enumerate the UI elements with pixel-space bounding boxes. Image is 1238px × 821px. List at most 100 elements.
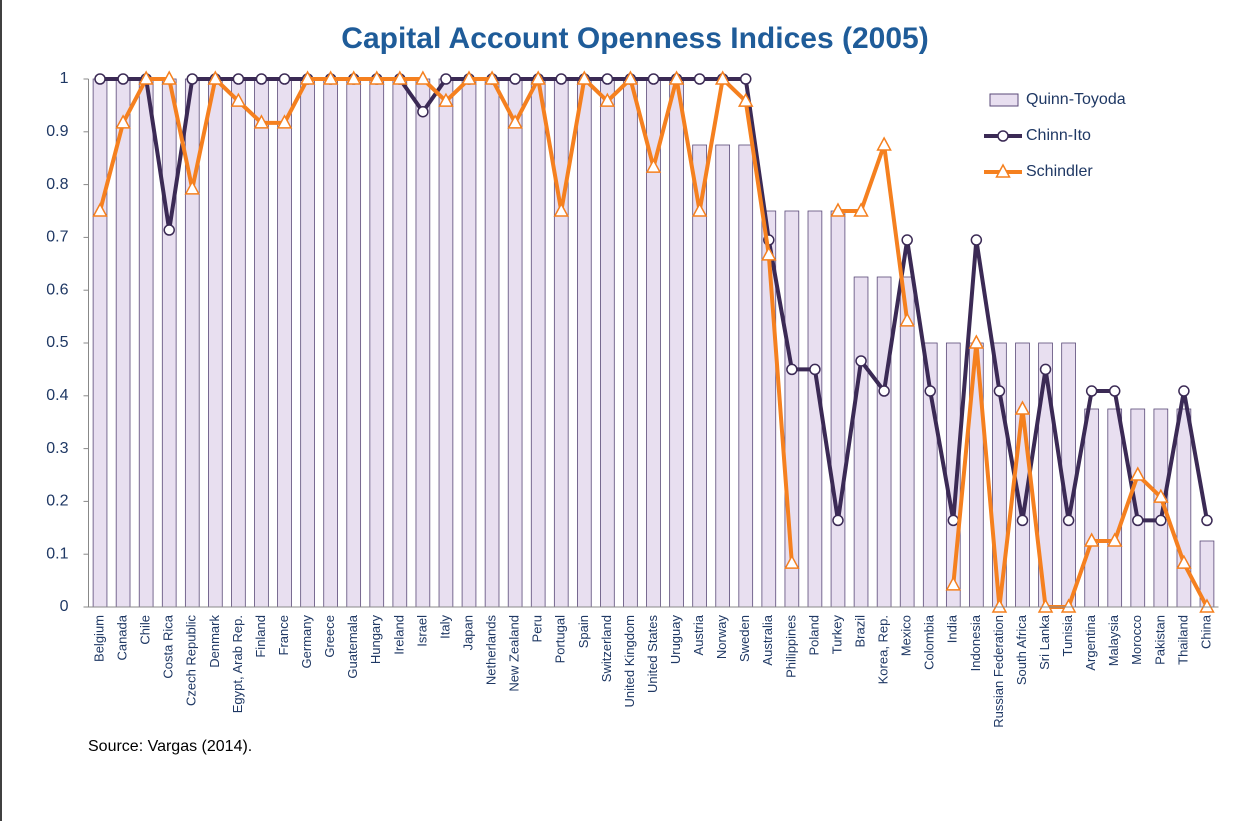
x-tick-label: Chile	[138, 615, 153, 645]
x-tick-label: Finland	[253, 615, 268, 658]
x-tick-label: Korea, Rep.	[876, 615, 891, 684]
marker	[440, 73, 452, 85]
bar	[115, 78, 131, 608]
bar	[138, 78, 154, 608]
x-tick-label: Sri Lanka	[1037, 614, 1052, 670]
bar	[1084, 408, 1099, 608]
marker	[1199, 598, 1215, 613]
y-tick-label: 0.4	[46, 387, 68, 404]
x-tick-label: Thailand	[1175, 615, 1190, 665]
bar	[277, 78, 292, 608]
marker	[1176, 554, 1192, 569]
marker	[555, 73, 568, 85]
marker	[92, 202, 108, 217]
marker	[853, 202, 869, 217]
x-tick-label: Australia	[760, 614, 775, 665]
bar	[323, 78, 338, 608]
marker	[253, 114, 270, 129]
y-tick-label: 0.5	[46, 334, 68, 351]
bar	[738, 144, 754, 608]
marker	[924, 385, 936, 397]
marker	[1062, 514, 1075, 527]
x-tick-label: Philippines	[783, 615, 798, 678]
y-tick-label: 0.9	[46, 123, 68, 140]
marker	[714, 70, 731, 85]
marker	[1153, 488, 1169, 503]
x-tick-label: Brazil	[852, 615, 867, 648]
x-tick-label: Netherlands	[484, 615, 499, 686]
marker	[1106, 532, 1123, 547]
marker	[993, 385, 1006, 397]
marker	[322, 70, 339, 85]
bar	[646, 78, 661, 608]
marker	[115, 114, 131, 129]
bar	[715, 144, 731, 608]
bar	[415, 78, 431, 608]
x-tick-label: New Zealand	[507, 615, 522, 692]
y-tick-label: 0.1	[46, 545, 68, 562]
bar	[461, 78, 477, 608]
bar	[553, 78, 569, 608]
marker	[761, 246, 777, 261]
marker	[786, 363, 798, 376]
bar	[484, 78, 500, 608]
marker	[576, 70, 593, 85]
bar	[231, 78, 246, 608]
marker	[553, 202, 570, 217]
x-tick-label: Hungary	[368, 615, 383, 665]
bar	[369, 78, 385, 608]
marker	[345, 70, 362, 85]
marker	[417, 105, 429, 118]
marker	[991, 598, 1008, 613]
legend-label: Chinn-Ito	[1026, 127, 1091, 144]
x-tick-label: United States	[645, 615, 660, 694]
x-tick-label: Spain	[576, 615, 591, 648]
marker	[1201, 514, 1213, 527]
marker	[509, 73, 521, 85]
marker	[415, 70, 431, 85]
marker	[438, 92, 454, 107]
x-tick-label: Egypt, Arab Rep.	[230, 615, 245, 713]
marker	[739, 73, 752, 85]
marker	[1085, 385, 1098, 397]
bar	[300, 78, 315, 608]
bar	[208, 78, 223, 608]
marker	[507, 114, 523, 129]
bar	[438, 78, 454, 608]
source: Source: Vargas (2014).	[88, 738, 252, 755]
x-tick-label: Japan	[460, 615, 475, 650]
x-tick-label: Italy	[437, 615, 452, 639]
bar	[392, 78, 408, 608]
marker	[809, 363, 821, 376]
x-tick-label: Turkey	[829, 615, 844, 655]
marker	[737, 92, 754, 107]
x-tick-label: Argentina	[1083, 614, 1098, 670]
marker	[1014, 400, 1031, 415]
marker	[392, 70, 408, 85]
marker	[899, 312, 915, 327]
marker	[255, 73, 268, 85]
x-tick-label: Poland	[806, 615, 821, 655]
marker	[530, 70, 546, 85]
x-tick-label: Norway	[714, 615, 729, 660]
bar	[576, 78, 592, 608]
marker	[1083, 532, 1100, 547]
marker	[163, 224, 175, 236]
marker	[186, 73, 199, 85]
marker	[1132, 514, 1144, 527]
marker	[601, 73, 614, 85]
y-tick-label: 0.8	[46, 176, 68, 193]
x-tick-label: Guatemala	[345, 614, 360, 678]
x-tick-label: Indonesia	[968, 614, 983, 671]
marker	[1037, 598, 1054, 613]
marker	[1108, 385, 1121, 397]
x-tick-label: Ireland	[391, 615, 406, 655]
marker	[970, 234, 983, 246]
marker	[230, 92, 247, 107]
marker	[691, 202, 708, 217]
marker	[276, 114, 293, 129]
x-tick-label: Colombia	[922, 614, 937, 670]
marker	[945, 576, 962, 591]
x-tick-label: China	[1198, 614, 1213, 649]
x-tick-label: Germany	[299, 615, 314, 669]
